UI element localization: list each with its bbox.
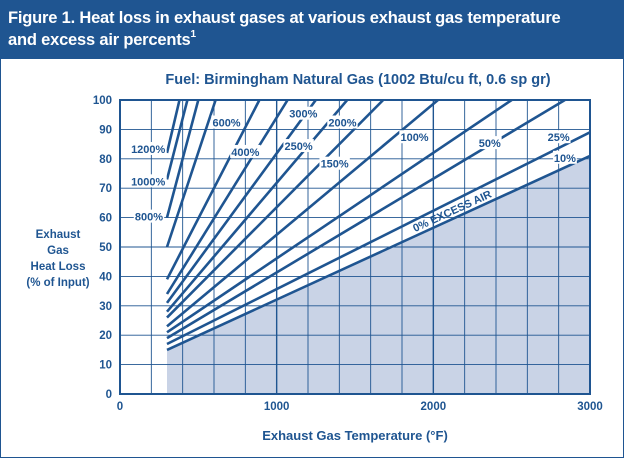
series-line	[166, 100, 385, 319]
figure-header: Figure 1. Heat loss in exhaust gases at …	[1, 1, 623, 59]
y-tick-label: 20	[99, 330, 112, 342]
series-label: 200%	[328, 118, 356, 130]
series-line	[165, 100, 289, 295]
series-label: 800%	[135, 212, 163, 224]
series-label-bg	[546, 130, 571, 144]
series-line	[166, 154, 590, 352]
y-tick-label: 100	[93, 95, 112, 107]
shaded-region	[167, 155, 590, 394]
x-tick-label: 1000	[264, 401, 290, 413]
series-label: 250%	[285, 141, 313, 153]
series-label: 100%	[400, 132, 428, 144]
y-tick-label: 40	[99, 271, 112, 283]
label-layer: Fuel: Birmingham Natural Gas (1002 Btu/c…	[26, 72, 577, 443]
series-line	[166, 100, 513, 334]
y-tick-label: 90	[99, 124, 112, 136]
series-label: 300%	[289, 109, 317, 121]
series-label: 600%	[212, 118, 240, 130]
y-tick-label: 60	[99, 213, 112, 225]
series-layer	[165, 100, 590, 352]
series-label-bg	[319, 156, 350, 170]
series-label-bg	[477, 136, 502, 150]
y-axis-label-line: Exhaust	[36, 229, 81, 241]
series-line	[166, 100, 349, 313]
y-tick-label: 30	[99, 301, 112, 313]
series-label: 10%	[554, 153, 576, 165]
y-tick-label: 50	[99, 242, 112, 254]
series-label: 1200%	[131, 144, 165, 156]
series-label-bg	[283, 139, 314, 153]
chart-title: Fuel: Birmingham Natural Gas (1002 Btu/c…	[165, 72, 550, 88]
series-label: 25%	[548, 132, 570, 144]
y-tick-label: 70	[99, 183, 112, 195]
x-tick-label: 0	[117, 401, 123, 413]
series-label: 1000%	[131, 176, 165, 188]
series-label-bg	[230, 144, 261, 158]
series-label-bg	[327, 115, 358, 129]
shaded-region-layer	[167, 155, 590, 394]
series-line	[166, 100, 439, 328]
figure-title-line-2: and excess air percents1	[8, 29, 197, 50]
series-line	[165, 100, 189, 180]
series-line	[165, 100, 317, 304]
plot-border	[119, 99, 591, 395]
y-tick-label: 0	[106, 389, 112, 401]
series-line	[165, 100, 200, 218]
y-tick-label: 10	[99, 360, 112, 372]
y-tick-label: 80	[99, 154, 112, 166]
x-tick-label: 2000	[421, 401, 447, 413]
figure-title-line-1: Figure 1. Heat loss in exhaust gases at …	[8, 9, 561, 27]
y-axis-label-line: Heat Loss	[31, 261, 86, 273]
y-axis-label-line: (% of Input)	[26, 277, 89, 289]
x-tick-label: 3000	[577, 401, 603, 413]
footnote-marker: 1	[190, 29, 197, 40]
y-axis-label-line: Gas	[47, 245, 69, 257]
figure-title-line-2-text: and excess air percents	[8, 31, 191, 49]
series-label-bg	[399, 130, 430, 144]
series-label: 50%	[479, 138, 501, 150]
series-label-bg	[133, 209, 165, 223]
series-line	[166, 131, 590, 346]
series-label-bg	[211, 115, 242, 129]
x-axis-label: Exhaust Gas Temperature (°F)	[262, 428, 448, 443]
series-label-bg	[553, 150, 577, 164]
series-line	[165, 100, 261, 280]
series-label-bg	[288, 106, 319, 120]
series-label-bg	[129, 141, 167, 155]
series-label: 150%	[321, 159, 349, 171]
series-label: 400%	[231, 147, 259, 159]
series-line	[165, 100, 181, 154]
series-line	[165, 100, 217, 248]
series-label-bg	[129, 174, 167, 188]
